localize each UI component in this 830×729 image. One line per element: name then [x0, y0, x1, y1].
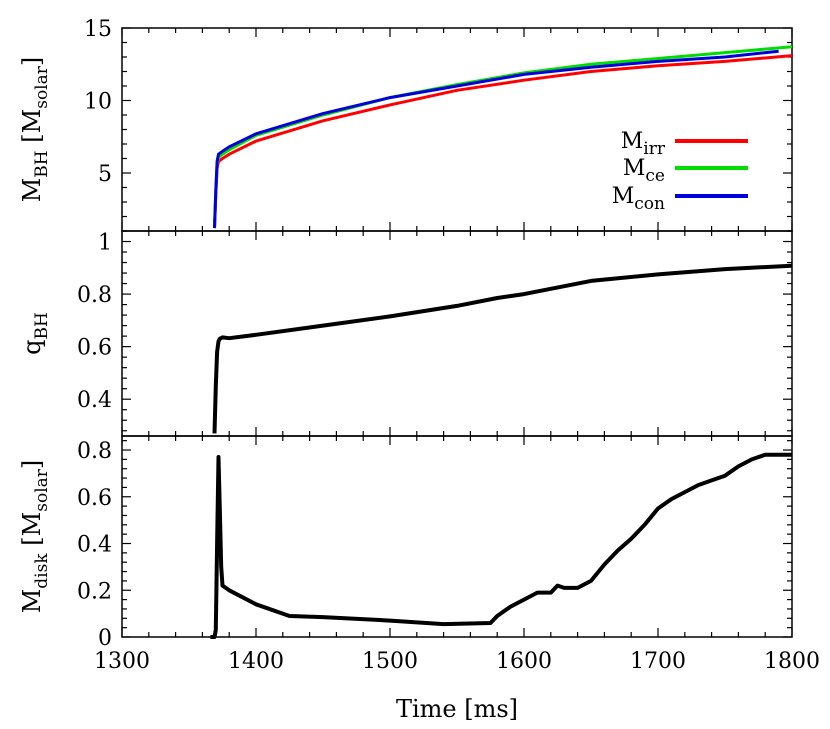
legend-label-ce: Mce — [623, 156, 665, 186]
panel-frame-bottom — [121, 435, 793, 638]
legend-label-con: Mcon — [612, 184, 665, 214]
panel-frame-middle — [121, 230, 793, 437]
y-tick-label: 5 — [98, 162, 112, 187]
y-tick-label: 0 — [98, 626, 112, 651]
x-tick-label: 1400 — [228, 649, 284, 674]
y-axis-title-bottom: Mdisk [Msolar] — [18, 460, 52, 614]
series-line-top-con — [213, 49, 779, 229]
y-axis-title-middle: qBH — [18, 312, 52, 355]
legend-label-irr: Mirr — [621, 129, 666, 159]
series-line-bottom — [210, 452, 792, 639]
series-line-top-ce — [213, 45, 793, 229]
y-tick-label: 0.8 — [77, 283, 112, 308]
y-tick-label: 0.6 — [77, 486, 112, 511]
y-tick-label: 0.6 — [77, 336, 112, 361]
x-tick-label: 1500 — [362, 649, 418, 674]
y-tick-label: 0.2 — [77, 579, 112, 604]
panels: 5 10 15 MBH [Msolar] 0.4 0.6 0.8 1 qBH 0 0.2 0.4 0.6… — [18, 17, 820, 674]
y-tick-label: 10 — [84, 90, 112, 115]
x-tick-label: 1600 — [496, 649, 552, 674]
x-axis-title: Time [ms] — [396, 695, 518, 723]
x-tick-label: 1300 — [94, 649, 150, 674]
y-tick-label: 0.4 — [77, 533, 112, 558]
y-tick-label: 0.4 — [77, 388, 112, 413]
x-tick-label: 1700 — [630, 649, 686, 674]
y-axis-title-top: MBH [Msolar] — [18, 57, 52, 203]
x-tick-label: 1800 — [764, 649, 820, 674]
y-tick-label: 0.8 — [77, 439, 112, 464]
y-tick-label: 1 — [98, 231, 112, 256]
series-line-middle — [212, 263, 793, 434]
y-tick-label: 15 — [84, 17, 112, 42]
